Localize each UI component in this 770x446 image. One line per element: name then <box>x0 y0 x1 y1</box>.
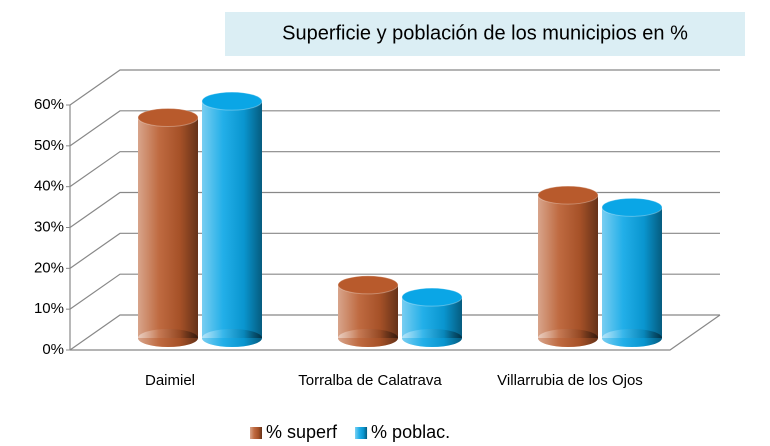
grid-line <box>69 151 720 188</box>
legend-label: % superf <box>266 422 338 442</box>
bar-base-shade <box>338 329 398 347</box>
bar-top <box>137 108 199 127</box>
x-tick-label: Torralba de Calatrava <box>298 372 442 389</box>
bar-base-shade <box>138 329 198 347</box>
bar-base-shade <box>602 329 662 347</box>
bar-top <box>337 275 399 295</box>
bar-shade <box>202 101 262 339</box>
floor <box>70 314 721 351</box>
y-tick-label: 20% <box>34 259 64 276</box>
bar-shade <box>602 207 662 338</box>
y-tick-label: 30% <box>34 218 64 235</box>
legend-swatch-shade <box>355 427 368 439</box>
bar-top <box>537 185 599 205</box>
grid-line <box>69 314 720 351</box>
chart-title: Superficie y población de los municipios… <box>282 22 688 44</box>
bar-base-shade <box>202 329 262 347</box>
bar-top <box>601 197 663 217</box>
grid-line <box>69 69 720 106</box>
grid-line <box>69 110 720 147</box>
y-tick-label: 50% <box>34 137 64 154</box>
grid-line <box>69 273 720 310</box>
bar-shade <box>538 195 598 338</box>
bar-top <box>201 91 263 111</box>
bar-base-shade <box>402 329 462 347</box>
y-tick-label: 10% <box>34 300 64 317</box>
y-tick-label: 40% <box>34 178 64 195</box>
y-tick-label: 0% <box>42 341 64 358</box>
bar-shade <box>138 117 198 338</box>
bar-top <box>401 287 463 307</box>
grid-line <box>69 191 720 228</box>
bar-base-shade <box>538 329 598 347</box>
y-tick-label: 60% <box>34 96 64 113</box>
legend-label: % poblac. <box>371 422 450 442</box>
legend-swatch-shade <box>250 427 262 439</box>
x-tick-label: Daimiel <box>144 372 195 389</box>
x-tick-label: Villarrubia de los Ojos <box>497 372 643 389</box>
title-box <box>225 12 745 56</box>
grid-line <box>69 232 720 269</box>
